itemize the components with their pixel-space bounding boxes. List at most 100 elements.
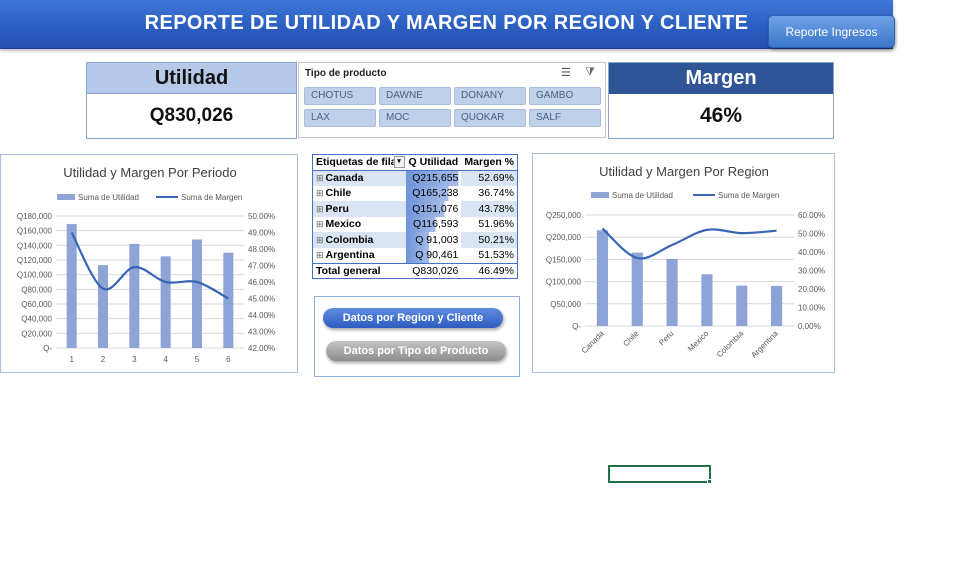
slicer-item-moc[interactable]: MOC: [379, 109, 451, 127]
pivot-table: Etiquetas de fila ▾ Q Utilidad Margen % …: [312, 154, 518, 279]
pivot-row-label[interactable]: ⊞ Canada: [312, 170, 406, 186]
region-chart: Utilidad y Margen Por Region Suma de Uti…: [532, 153, 835, 373]
expand-icon[interactable]: ⊞: [316, 219, 324, 230]
margen-line: [601, 227, 777, 260]
pivot-row-margen: 52.69%: [461, 170, 518, 186]
pivot-header-utilidad: Q Utilidad: [408, 156, 459, 169]
bar: [129, 243, 140, 348]
pivot-row-label[interactable]: ⊞ Argentina: [312, 247, 406, 263]
utilidad-card: Utilidad Q830,026: [86, 62, 297, 139]
pivot-row[interactable]: ⊞ Canada Q215,655 52.69%: [312, 170, 518, 186]
selected-cell[interactable]: [608, 465, 711, 483]
x-tick-label: Colombia: [715, 329, 746, 360]
chart-title: Utilidad y Margen Por Region: [599, 164, 769, 179]
multi-select-icon[interactable]: ☰: [561, 67, 571, 79]
x-tick-label: 1: [69, 355, 74, 364]
margen-line: [70, 231, 229, 300]
datos-region-cliente-button[interactable]: Datos por Region y Cliente: [323, 308, 503, 328]
filter-dropdown-icon[interactable]: ▾: [393, 156, 405, 168]
expand-icon[interactable]: ⊞: [316, 173, 324, 183]
slicer-item-gambo[interactable]: GAMBO: [529, 87, 601, 105]
bar: [666, 258, 678, 326]
pivot-row[interactable]: ⊞ Argentina Q 90,461 51.53%: [312, 247, 518, 263]
margen-card: Margen 46%: [608, 62, 834, 139]
margen-label: Margen: [609, 63, 833, 94]
pivot-row[interactable]: ⊞ Chile Q165,238 36.74%: [312, 185, 518, 201]
x-tick-label: 3: [132, 355, 137, 364]
y-tick-label: Q160,000: [17, 227, 53, 236]
pivot-row-utilidad: Q151,076: [405, 201, 462, 217]
pivot-row[interactable]: ⊞ Colombia Q 91,003 50.21%: [312, 232, 518, 248]
y-tick-label: Q80,000: [21, 285, 52, 294]
reporte-ingresos-button[interactable]: Reporte Ingresos: [768, 15, 895, 48]
x-tick-label: Mexico: [686, 329, 711, 354]
x-tick-label: 4: [163, 355, 168, 364]
x-tick-label: Argentina: [749, 329, 780, 360]
pivot-row-margen: 50.21%: [461, 232, 518, 248]
x-tick-label: Canada: [580, 329, 607, 356]
slicer-item-chotus[interactable]: CHOTUS: [304, 87, 376, 105]
pivot-header-labels-text: Etiquetas de fila: [316, 156, 397, 169]
fill-handle[interactable]: [707, 479, 712, 484]
expand-icon[interactable]: ⊞: [316, 250, 324, 260]
y-tick-label: Q120,000: [17, 256, 53, 265]
y2-tick-label: 46.00%: [248, 278, 275, 287]
pivot-total-utilidad: Q830,026: [412, 264, 459, 277]
periodo-chart: Utilidad y Margen Por Periodo Suma de Ut…: [0, 154, 298, 373]
pivot-row[interactable]: ⊞ Mexico Q116,593 51.96%: [312, 216, 518, 232]
legend-margen: Suma de Margen: [181, 193, 242, 202]
pivot-header-labels: Etiquetas de fila ▾: [313, 155, 406, 171]
slicer-item-lax[interactable]: LAX: [304, 109, 376, 127]
y2-tick-label: 43.00%: [248, 328, 275, 337]
x-tick-label: 5: [195, 355, 200, 364]
pivot-total-label: Total general: [316, 264, 381, 277]
y-tick-label: Q180,000: [17, 212, 53, 221]
clear-filter-icon[interactable]: ⧩: [585, 66, 595, 78]
bar: [736, 285, 748, 326]
bar: [631, 252, 643, 326]
slicer-item-salf[interactable]: SALF: [529, 109, 601, 127]
pivot-row-margen: 51.53%: [461, 247, 518, 263]
y-tick-label: Q140,000: [17, 241, 53, 250]
y-tick-label: Q100,000: [546, 278, 582, 287]
datos-tipo-producto-button[interactable]: Datos por Tipo de Producto: [326, 341, 506, 361]
slicer-title: Tipo de producto: [305, 68, 387, 79]
x-tick-label: Chile: [621, 329, 641, 349]
pivot-row-label[interactable]: ⊞ Peru: [312, 201, 406, 217]
bar: [191, 239, 203, 348]
legend-bar-swatch: [57, 194, 75, 200]
expand-icon[interactable]: ⊞: [316, 188, 324, 199]
y2-tick-label: 50.00%: [248, 212, 275, 221]
y2-tick-label: 48.00%: [248, 245, 275, 254]
y2-tick-label: 10.00%: [798, 304, 825, 313]
bar: [160, 256, 171, 348]
chart-title: Utilidad y Margen Por Periodo: [63, 165, 236, 180]
y2-tick-label: 30.00%: [798, 267, 825, 276]
expand-icon[interactable]: ⊞: [316, 203, 324, 214]
slicer-item-donany[interactable]: DONANY: [454, 87, 526, 105]
utilidad-label: Utilidad: [87, 63, 296, 94]
pivot-row-margen: 43.78%: [461, 201, 518, 217]
tipo-producto-slicer: Tipo de producto ☰ ⧩ CHOTUS DAWNE DONANY…: [298, 62, 606, 138]
y-tick-label: Q60,000: [21, 300, 52, 309]
pivot-row-margen: 36.74%: [461, 185, 518, 201]
y2-tick-label: 47.00%: [248, 262, 275, 271]
pivot-row-utilidad: Q116,593: [405, 216, 462, 232]
expand-icon[interactable]: ⊞: [316, 234, 324, 245]
pivot-row-label[interactable]: ⊞ Colombia: [312, 232, 406, 248]
slicer-item-quokar[interactable]: QUOKAR: [454, 109, 526, 127]
y2-tick-label: 49.00%: [248, 229, 275, 238]
y2-tick-label: 50.00%: [798, 230, 825, 239]
slicer-item-dawne[interactable]: DAWNE: [379, 87, 451, 105]
page-title: REPORTE DE UTILIDAD Y MARGEN POR REGION …: [144, 12, 749, 34]
pivot-row[interactable]: ⊞ Peru Q151,076 43.78%: [312, 201, 518, 217]
legend-margen: Suma de Margen: [718, 191, 779, 200]
y-tick-label: Q100,000: [17, 271, 53, 280]
pivot-row-margen: 51.96%: [461, 216, 518, 232]
bar: [701, 274, 713, 326]
pivot-row-label[interactable]: ⊞ Chile: [312, 185, 406, 201]
margen-value: 46%: [699, 104, 743, 127]
y-tick-label: Q40,000: [21, 315, 52, 324]
pivot-row-label[interactable]: ⊞ Mexico: [312, 216, 406, 232]
y-tick-label: Q150,000: [546, 255, 582, 264]
